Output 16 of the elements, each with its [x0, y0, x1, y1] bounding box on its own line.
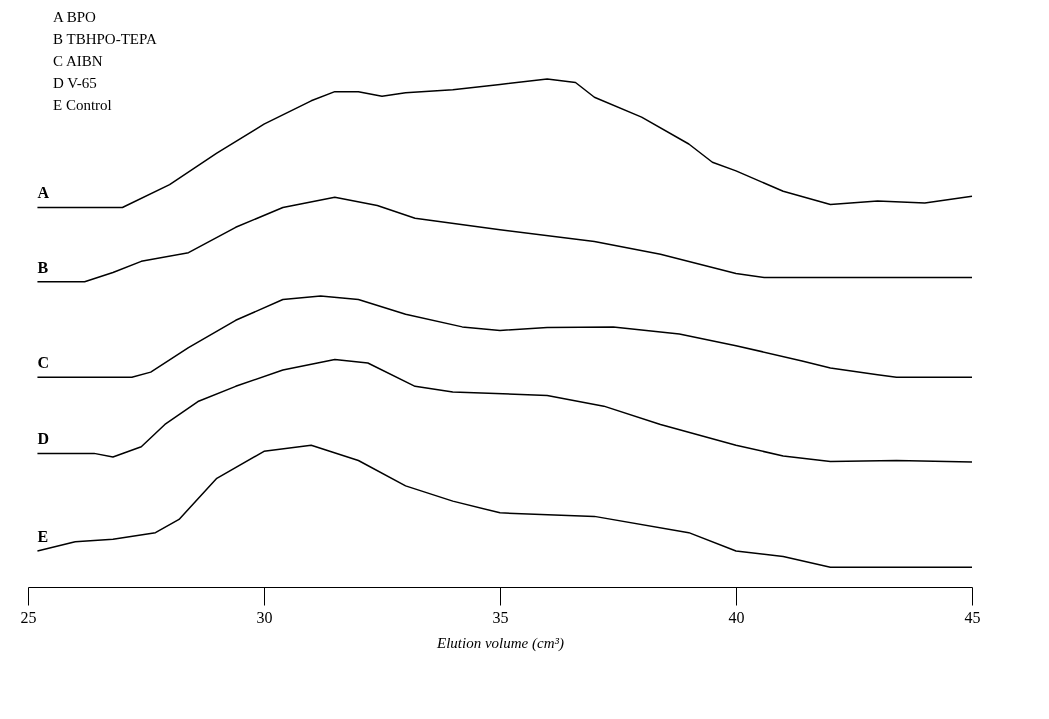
text: B TBHPO-TEPA: [53, 31, 157, 47]
x-tick-label: 40: [728, 608, 745, 626]
series-label: B: [37, 258, 49, 276]
x-tick-label: 45: [964, 608, 981, 626]
annotation: D V-65: [53, 75, 97, 91]
series-label: C: [37, 354, 49, 372]
annotation: E Control: [53, 97, 112, 113]
series-label: D: [37, 430, 49, 448]
text: A BPO: [53, 9, 97, 25]
x-axis-title: Elution volume (cm³): [436, 634, 564, 652]
series-label: A: [37, 184, 50, 202]
x-tick-label: 35: [492, 608, 509, 626]
text: C AIBN: [53, 53, 103, 69]
x-tick-label: 30: [256, 608, 273, 626]
x-tick-label: 25: [20, 608, 37, 626]
series-label: E: [37, 527, 49, 545]
